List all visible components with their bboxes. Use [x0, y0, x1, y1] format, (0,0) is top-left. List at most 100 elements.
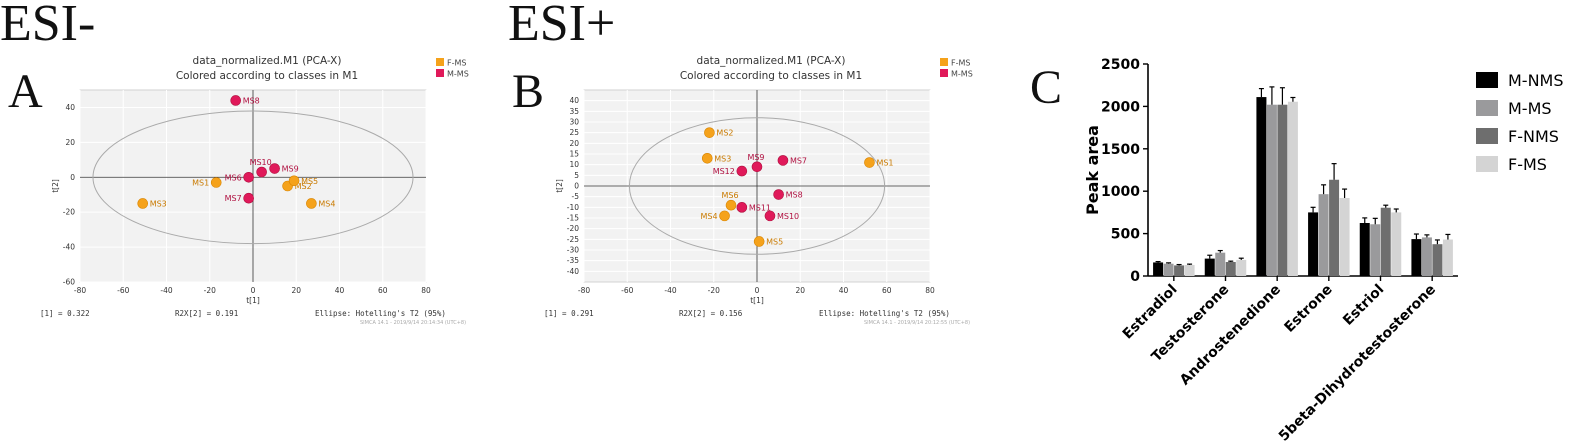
bar-estriol-3 [1391, 212, 1402, 276]
point-label: MS8 [786, 191, 803, 200]
footer-ellipse: Ellipse: Hotelling's T2 (95%) [315, 309, 446, 318]
x-tick-label: -80 [578, 286, 590, 295]
y-tick-label: 25 [569, 128, 579, 137]
point-label: MS3 [150, 199, 167, 208]
bar-androstenedione-0 [1256, 97, 1267, 277]
x-tick-label: -40 [160, 286, 172, 295]
panel-b-label: B [512, 65, 545, 118]
point-ms2 [704, 127, 715, 138]
x-tick-label: 0 [251, 286, 256, 295]
point-label: MS5 [766, 237, 783, 246]
legend-label: F-NMS [1508, 127, 1559, 146]
point-label: MS1 [876, 159, 893, 168]
point-label: MS5 [301, 177, 318, 186]
y-tick-label: -60 [63, 278, 75, 287]
point-label: MS3 [714, 154, 731, 163]
legend-label: M-MS [1508, 99, 1552, 118]
y-tick-label: 40 [65, 103, 75, 112]
point-label: MS2 [295, 182, 312, 191]
bar-estriol-2 [1380, 207, 1391, 276]
y-tick-label: -5 [572, 192, 580, 201]
legend-swatch [436, 69, 444, 77]
y-tick-label: -40 [63, 243, 75, 252]
hotelling-ellipse [628, 117, 886, 255]
point-label: MS1 [192, 179, 209, 188]
chart-subtitle: Colored according to classes in M1 [176, 70, 358, 82]
y-tick-label: 0 [1130, 269, 1140, 285]
bar-androstenedione-1 [1266, 104, 1277, 276]
point-ms6 [243, 171, 254, 183]
point-label: MS8 [243, 96, 260, 105]
point-ms4 [306, 198, 317, 209]
point-label: MS11 [749, 203, 771, 212]
footer-fineprint: SIMCA 14.1 - 2019/9/14 20:12:55 (UTC+8) [864, 320, 970, 326]
y-tick-label: 20 [65, 138, 75, 147]
y-tick-label: -25 [567, 235, 579, 244]
footer-r2x1: [1] = 0.322 [40, 309, 90, 318]
point-ms7 [777, 155, 789, 166]
legend-label: F-MS [447, 59, 466, 68]
y-tick-label: 40 [569, 96, 579, 105]
chart-subtitle: Colored according to classes in M1 [680, 70, 862, 82]
bar-estradiol-3 [1184, 264, 1195, 276]
x-axis-label: t[1] [246, 296, 260, 305]
point-ms7 [243, 192, 254, 204]
point-ms6 [725, 199, 737, 211]
legend-swatch [940, 69, 948, 77]
point-label: MS7 [790, 156, 807, 165]
point-ms5 [288, 175, 300, 187]
bar-5beta-dihydrotestosterone-3 [1442, 239, 1453, 276]
x-tick-label: -60 [117, 286, 129, 295]
point-label: MS9 [282, 165, 299, 174]
legend-swatch [436, 58, 444, 66]
esi-minus-label: ESI- [0, 0, 96, 52]
y-tick-label: 2500 [1101, 57, 1140, 73]
y-tick-label: 5 [574, 171, 579, 180]
y-tick-label: -15 [567, 214, 579, 223]
panel-c-label: C [1030, 61, 1063, 114]
point-ms10 [256, 166, 267, 178]
point-ms3 [701, 152, 713, 164]
bar-estrone-3 [1339, 197, 1350, 276]
point-label: MS2 [716, 129, 733, 138]
bar-estriol-1 [1370, 224, 1381, 276]
legend-swatch [1476, 128, 1498, 144]
pca-panel-a: data_normalized.M1 (PCA-X) Colored accord… [40, 55, 469, 326]
bar-testosterone-1 [1215, 252, 1226, 276]
hotelling-ellipse [92, 110, 414, 245]
x-axis-label: t[1] [750, 296, 764, 305]
x-tick-label: 0 [755, 286, 760, 295]
footer-ellipse: Ellipse: Hotelling's T2 (95%) [819, 309, 950, 318]
x-tick-label: -80 [74, 286, 86, 295]
point-label: MS4 [700, 212, 717, 221]
x-tick-label: 80 [925, 286, 935, 295]
legend-swatch [1476, 100, 1498, 116]
point-ms11 [736, 202, 748, 213]
x-tick-label: 20 [291, 286, 301, 295]
bar-estrone-0 [1308, 212, 1319, 276]
y-tick-label: 35 [569, 107, 579, 116]
y-tick-label: -30 [567, 246, 579, 255]
bar-estradiol-1 [1163, 263, 1174, 276]
bar-testosterone-3 [1236, 259, 1247, 276]
point-ms1 [864, 157, 875, 168]
legend-label: F-MS [1508, 155, 1547, 174]
y-axis-label: t[2] [51, 179, 60, 193]
legend-swatch [1476, 156, 1498, 172]
chart-title: data_normalized.M1 (PCA-X) [697, 55, 846, 67]
bar-estrone-2 [1329, 179, 1340, 276]
legend-label: F-MS [951, 59, 970, 68]
point-ms10 [764, 210, 776, 222]
footer-fineprint: SIMCA 14.1 - 2019/9/14 20:14:34 (UTC+8) [360, 320, 466, 326]
x-tick-label: Androstenedione [1177, 282, 1284, 389]
point-label: MS10 [250, 158, 272, 167]
y-tick-label: 1000 [1101, 184, 1140, 200]
bar-androstenedione-2 [1277, 104, 1288, 276]
bar-5beta-dihydrotestosterone-1 [1421, 237, 1432, 276]
panel-a-label: A [8, 65, 43, 118]
x-tick-label: 80 [421, 286, 431, 295]
y-tick-label: 0 [70, 173, 75, 182]
point-ms4 [719, 210, 730, 222]
